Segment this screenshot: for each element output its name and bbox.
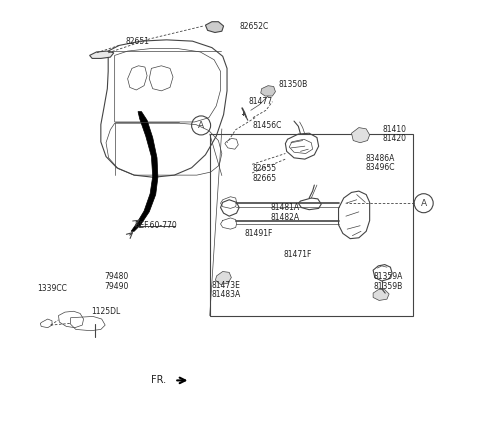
Text: 81456C: 81456C [253, 121, 282, 130]
Text: 1125DL: 1125DL [91, 307, 120, 316]
Polygon shape [205, 22, 224, 33]
Text: 79490: 79490 [104, 282, 128, 291]
Bar [210, 134, 413, 316]
Text: 1339CC: 1339CC [37, 284, 67, 293]
Text: A: A [420, 199, 427, 208]
Polygon shape [216, 272, 231, 284]
Text: 83496C: 83496C [365, 163, 395, 172]
Text: 81483A: 81483A [212, 290, 241, 299]
Text: FR.: FR. [151, 375, 167, 385]
Text: 81481A: 81481A [270, 203, 300, 212]
Text: 82665: 82665 [253, 174, 277, 183]
Text: 81473E: 81473E [212, 281, 241, 290]
Text: 82652C: 82652C [240, 22, 269, 31]
Polygon shape [90, 51, 114, 58]
Text: 81350B: 81350B [279, 80, 308, 89]
Polygon shape [351, 127, 370, 143]
Text: 81359A: 81359A [374, 273, 403, 281]
Text: 81410: 81410 [383, 125, 407, 135]
Text: 82651: 82651 [125, 37, 149, 46]
Polygon shape [373, 290, 389, 300]
Text: 81471F: 81471F [283, 250, 312, 259]
Text: 81477: 81477 [249, 97, 273, 106]
Text: REF.60-770: REF.60-770 [134, 220, 177, 229]
Text: 81420: 81420 [383, 134, 407, 143]
Text: A: A [198, 121, 204, 130]
Text: 83486A: 83486A [365, 153, 395, 163]
Polygon shape [261, 86, 276, 96]
Text: 81482A: 81482A [270, 213, 300, 222]
Text: 82655: 82655 [253, 164, 277, 173]
Text: 81491F: 81491F [244, 229, 273, 238]
Text: 81359B: 81359B [374, 282, 403, 291]
Polygon shape [131, 112, 158, 231]
Text: 79480: 79480 [104, 273, 128, 281]
